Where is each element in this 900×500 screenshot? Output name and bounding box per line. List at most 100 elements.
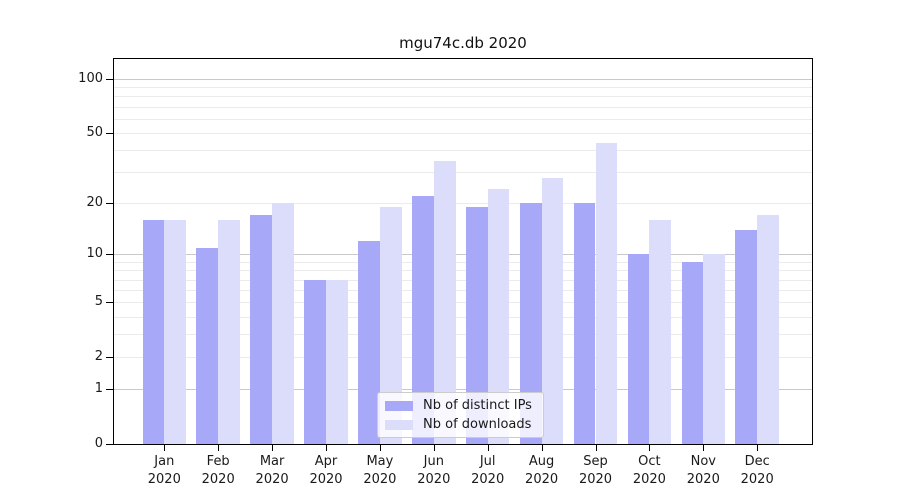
y-axis-tick	[106, 133, 113, 134]
y-axis-tick-label: 50	[86, 125, 103, 140]
y-axis-tick	[106, 254, 113, 256]
x-tick-year: 2020	[686, 471, 720, 487]
bar-downloads	[487, 189, 510, 444]
x-tick-month: Nov	[690, 454, 716, 469]
x-tick-month: Sep	[583, 454, 608, 469]
y-axis-tick-label: 100	[78, 71, 103, 86]
x-tick-month: Jan	[154, 454, 175, 469]
gridline-minor	[114, 172, 812, 174]
x-tick-year: 2020	[471, 471, 505, 487]
bar-distinct-ips	[465, 207, 488, 444]
bar-distinct-ips	[358, 241, 380, 444]
x-tick-year: 2020	[632, 471, 666, 487]
x-tick-month: Jun	[423, 454, 444, 469]
x-tick-month: Jul	[479, 454, 496, 469]
legend-swatch-downloads	[385, 419, 413, 430]
bar-downloads	[164, 219, 187, 444]
bar-downloads	[326, 279, 348, 444]
x-axis-tick-label: Apr 2020	[295, 453, 357, 488]
y-axis-tick	[106, 203, 113, 205]
legend-swatch-distinct-ips	[385, 400, 413, 411]
x-axis-tick	[433, 444, 435, 451]
y-axis-tick	[106, 302, 113, 304]
gridline-minor	[114, 334, 812, 336]
legend: Nb of distinct IPs Nb of downloads	[377, 392, 544, 438]
x-axis-tick-label: Feb 2020	[187, 453, 249, 488]
x-tick-month: Apr	[314, 454, 338, 469]
x-tick-month: Oct	[638, 454, 661, 469]
x-axis-tick-label: Jul 2020	[457, 453, 519, 488]
legend-item-distinct-ips: Nb of distinct IPs	[385, 398, 536, 413]
x-axis-tick-label: Dec 2020	[726, 453, 788, 488]
gridline-major	[114, 79, 812, 80]
x-axis-tick-label: Aug 2020	[511, 453, 573, 488]
y-axis-tick-label: 20	[86, 195, 103, 211]
x-axis-tick-label: Sep 2020	[565, 453, 627, 488]
y-axis-tick	[106, 389, 113, 391]
gridline-minor	[114, 302, 812, 304]
x-tick-year: 2020	[363, 471, 397, 487]
gridline-minor	[114, 279, 812, 281]
legend-item-downloads: Nb of downloads	[385, 417, 536, 432]
gridline-minor	[114, 133, 812, 134]
y-axis-tick	[106, 357, 113, 359]
chart-title: mgu74c.db 2020	[399, 34, 527, 52]
x-axis-tick	[757, 444, 759, 451]
gridline-minor	[114, 270, 812, 272]
x-axis-tick	[541, 444, 543, 451]
x-axis-tick-label: Jan 2020	[133, 453, 195, 488]
x-axis-tick	[649, 444, 651, 451]
x-axis-tick-label: Oct 2020	[618, 453, 680, 488]
x-tick-month: May	[366, 454, 394, 469]
bar-downloads	[433, 160, 456, 444]
gridline-minor	[114, 87, 812, 89]
y-axis-tick-label: 10	[86, 246, 103, 262]
x-tick-month: Mar	[259, 454, 285, 469]
x-tick-year: 2020	[740, 471, 774, 487]
bar-distinct-ips	[250, 215, 273, 444]
x-tick-year: 2020	[309, 471, 343, 487]
bar-distinct-ips	[627, 254, 650, 444]
y-axis-tick	[106, 444, 113, 445]
x-tick-year: 2020	[201, 471, 235, 487]
x-axis-tick-label: Mar 2020	[241, 453, 303, 488]
plot-area	[113, 58, 813, 445]
x-tick-month: Feb	[206, 454, 230, 469]
bar-distinct-ips	[304, 279, 326, 444]
bar-downloads	[595, 142, 618, 444]
gridline-minor	[114, 357, 812, 359]
bar-downloads	[218, 219, 240, 444]
x-tick-year: 2020	[525, 471, 559, 487]
x-tick-month: Aug	[528, 454, 555, 469]
bar-distinct-ips	[573, 203, 596, 444]
x-tick-year: 2020	[578, 471, 613, 487]
gridline-minor	[114, 290, 812, 292]
legend-label-downloads: Nb of downloads	[423, 417, 532, 432]
legend-label-distinct-ips: Nb of distinct IPs	[423, 398, 532, 413]
x-axis-tick	[487, 444, 489, 451]
x-axis-tick	[379, 444, 381, 451]
x-axis-tick-label: May 2020	[349, 453, 411, 488]
x-axis-tick	[218, 444, 220, 451]
x-axis-tick-label: Jun 2020	[403, 453, 465, 488]
x-axis-tick	[272, 444, 274, 451]
x-axis-tick	[164, 444, 166, 451]
bar-downloads	[649, 219, 672, 444]
y-axis-tick-label: 0	[94, 436, 103, 451]
bar-distinct-ips	[681, 261, 704, 444]
bar-distinct-ips	[142, 219, 165, 444]
bar-downloads	[379, 207, 402, 444]
bar-downloads	[272, 203, 294, 444]
x-axis-tick-label: Nov 2020	[672, 453, 734, 488]
y-axis-tick-label: 1	[94, 381, 103, 397]
gridline-minor	[114, 203, 812, 205]
x-tick-year: 2020	[417, 471, 451, 487]
x-tick-year: 2020	[255, 471, 289, 487]
x-axis-tick	[595, 444, 597, 451]
gridline-minor	[114, 118, 812, 120]
bar-downloads	[757, 215, 779, 444]
x-tick-month: Dec	[744, 454, 770, 469]
x-tick-year: 2020	[147, 471, 181, 487]
y-axis-tick-label: 2	[94, 349, 103, 365]
